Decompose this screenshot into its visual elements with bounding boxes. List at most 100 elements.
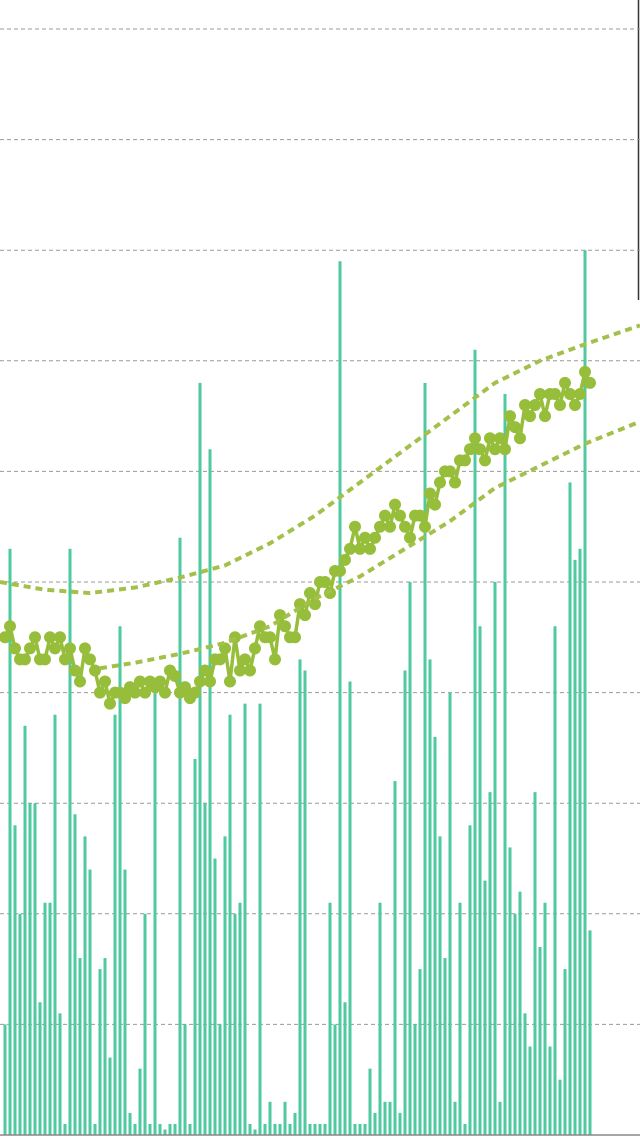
bar [183,1024,187,1135]
line-point [364,542,376,555]
bar [258,703,262,1135]
line-point [499,443,511,456]
line-point [194,675,206,688]
line-point [84,653,96,666]
bar [448,692,452,1135]
bar [318,1123,322,1135]
bar [528,1046,532,1135]
bar [308,1123,312,1135]
bar [248,1123,252,1135]
line-point [4,620,16,633]
bar [243,703,247,1135]
bar [8,548,12,1135]
bar [283,1101,287,1135]
line-point [579,365,591,378]
line-point [564,387,576,400]
line-point [244,664,256,677]
line-point [449,476,461,489]
line-point [369,531,381,544]
line-point [379,509,391,522]
bar [108,1057,112,1135]
line-point [189,686,201,699]
bar [523,1013,527,1135]
bar [3,1024,7,1135]
bar [253,1129,257,1135]
bar [333,1024,337,1135]
line-point [159,686,171,699]
line-point [129,686,141,699]
bar [458,902,462,1135]
bar [438,836,442,1135]
bar [58,1013,62,1135]
bar [158,1123,162,1135]
line-point [534,387,546,400]
line-point [559,376,571,389]
bar [203,803,207,1135]
bar [53,714,57,1135]
line-point [584,376,596,389]
bar [138,1068,142,1135]
bar [498,1101,502,1135]
bar [168,1123,172,1135]
line-point [289,631,301,644]
line-point [394,509,406,522]
bar [348,681,352,1135]
line-point [334,564,346,577]
line-point [549,387,561,400]
bar [98,969,102,1135]
bar [463,1123,467,1135]
line-point [554,399,566,412]
line-point [104,697,116,710]
bar [153,692,157,1135]
bar [238,902,242,1135]
bar [208,449,212,1135]
line-point [224,675,236,688]
line-point [169,670,181,683]
line-point [139,686,151,699]
line-point [574,387,586,400]
bar [233,913,237,1135]
line-point [59,653,71,666]
line-point [24,642,36,655]
line-point [514,432,526,445]
bar [48,902,52,1135]
line-point [279,620,291,633]
line-point [269,653,281,666]
line-point [469,432,481,445]
bar [128,1112,132,1135]
line-point [444,465,456,478]
bar [423,382,427,1135]
bar [143,913,147,1135]
bar [163,1129,167,1135]
line-point [319,576,331,588]
line-point [539,410,551,423]
bar [518,891,522,1135]
bar [33,803,37,1135]
bar [403,670,407,1135]
line-point [204,675,216,688]
bar [578,548,582,1135]
line-point [414,509,426,522]
bar [78,958,82,1135]
bar [103,958,107,1135]
bar [418,969,422,1135]
bar [193,758,197,1135]
line-point [89,664,101,677]
bar [373,1112,377,1135]
line-point [239,653,251,666]
trend-line [99,419,640,671]
bar [558,1079,562,1135]
bar [148,1123,152,1135]
bar [353,1123,357,1135]
line-point [99,675,111,688]
line-point [249,642,261,655]
bar [358,1123,362,1135]
bar [398,1112,402,1135]
bar [313,1123,317,1135]
line-point [569,399,581,412]
bar [38,1002,42,1135]
bar [478,626,482,1135]
line-point [264,631,276,644]
bar [88,869,92,1135]
bar [363,1123,367,1135]
